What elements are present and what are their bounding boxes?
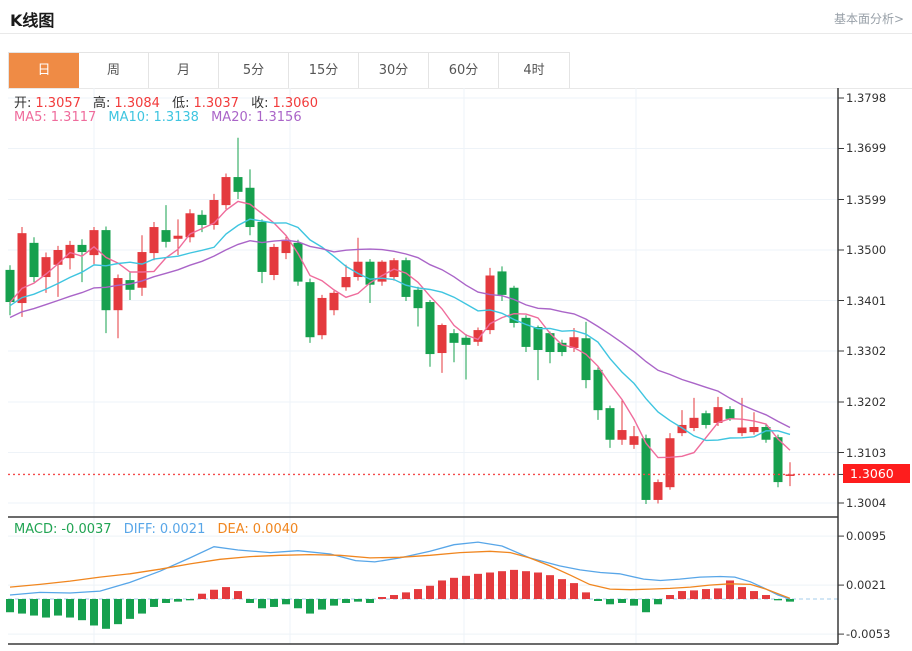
macd-axis-label: -0.0053	[846, 627, 891, 642]
diff-value: 0.0021	[159, 522, 206, 537]
diff-label: DIFF:	[123, 522, 156, 537]
dea-value: 0.0040	[252, 522, 299, 537]
price-axis-label: 1.3202	[846, 395, 887, 409]
price-axis-label: 1.3798	[846, 91, 887, 105]
gridlines-layer	[8, 88, 838, 644]
ma10-line	[9, 218, 791, 442]
page-title: K线图	[10, 11, 55, 30]
close-label: 收:	[251, 96, 269, 111]
ma10-label: MA10:	[108, 110, 150, 125]
interval-tabbar: 日周月 5分 15分 30分 60分 4时	[8, 52, 570, 89]
price-axis-label: 1.3302	[846, 343, 887, 358]
price-axis-label: 1.3699	[846, 141, 887, 156]
header-divider	[0, 33, 912, 34]
ma5-line	[9, 200, 791, 459]
ma10-value: 1.3138	[153, 110, 199, 125]
low-label: 低:	[172, 96, 190, 111]
price-axis-label: 1.3599	[846, 192, 887, 207]
ma5-value: 1.3117	[50, 110, 97, 125]
macd-histogram-layer	[6, 569, 794, 629]
macd-lines-layer	[9, 541, 791, 600]
tab-30min[interactable]: 30分	[359, 53, 429, 88]
close-value: 1.3060	[272, 96, 318, 111]
open-value: 1.3057	[35, 96, 81, 111]
candles-layer	[5, 137, 795, 505]
tab-5min[interactable]: 5分	[219, 53, 289, 88]
ohlc-row: 开: 1.3057 高: 1.3084 低: 1.3037 收: 1.3060	[14, 92, 326, 111]
macd-axis-label: 0.0021	[846, 578, 887, 593]
high-label: 高:	[93, 96, 111, 111]
ma20-value: 1.3156	[256, 110, 302, 125]
tab-day[interactable]: 日	[9, 53, 79, 88]
fundamental-analysis-link[interactable]: 基本面分析>	[833, 12, 904, 26]
diff-line	[9, 541, 791, 600]
price-axis-label: 1.3401	[846, 293, 887, 308]
ma-row: MA5: 1.3117 MA10: 1.3138 MA20: 1.3156	[14, 110, 310, 125]
tab-15min[interactable]: 15分	[289, 53, 359, 88]
low-value: 1.3037	[193, 96, 239, 111]
tab-60min[interactable]: 60分	[429, 53, 499, 88]
macd-value: -0.0037	[61, 522, 112, 537]
tab-4hour[interactable]: 4时	[499, 53, 569, 88]
high-value: 1.3084	[114, 96, 160, 111]
macd-axis-label: 0.0095	[846, 529, 887, 544]
ma-lines-layer	[9, 200, 791, 459]
macd-label: MACD:	[14, 522, 58, 537]
tab-week[interactable]: 周	[79, 53, 149, 88]
ma20-label: MA20:	[211, 110, 253, 125]
price-axis-label: 1.3500	[846, 243, 887, 257]
axis-layer	[8, 88, 844, 645]
chart-top-border	[8, 88, 912, 89]
macd-row: MACD: -0.0037 DIFF: 0.0021 DEA: 0.0040	[14, 522, 306, 537]
current-price-badge: 1.3060	[843, 464, 910, 484]
dea-label: DEA:	[217, 522, 249, 537]
open-label: 开:	[14, 96, 32, 111]
ma5-label: MA5:	[14, 110, 47, 125]
price-axis-label: 1.3103	[846, 445, 887, 460]
dea-line	[9, 550, 791, 599]
price-axis-label: 1.3004	[846, 496, 887, 510]
ma20-line	[9, 239, 791, 429]
tab-month[interactable]: 月	[149, 53, 219, 88]
